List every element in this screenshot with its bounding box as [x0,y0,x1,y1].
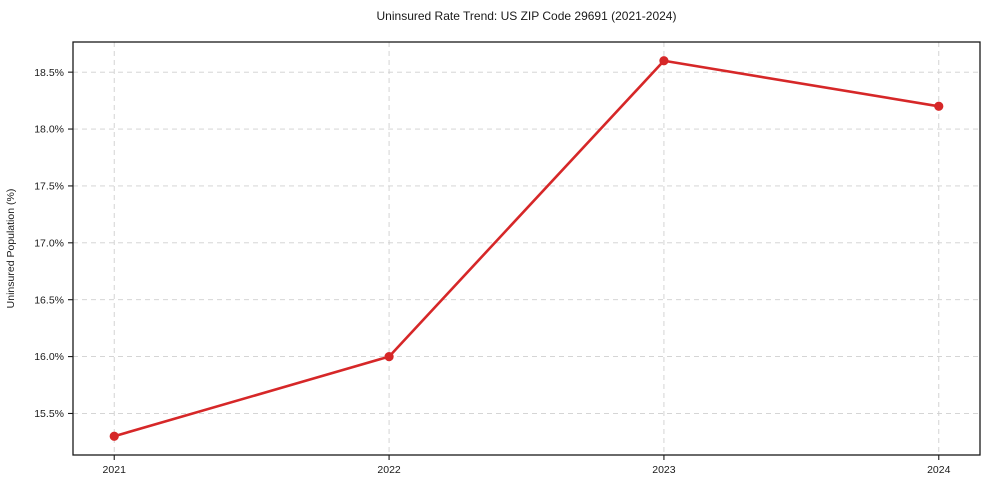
y-tick-label: 17.5% [34,181,64,193]
data-line [112,59,941,438]
data-point [109,431,119,441]
y-tick-label: 16.5% [34,294,64,306]
x-tick-label: 2024 [927,464,951,476]
y-axis-label: Uninsured Population (%) [5,189,17,309]
y-tick-label: 15.5% [34,408,64,420]
x-tick-label: 2023 [652,464,676,476]
data-point [934,101,944,111]
y-tick-label: 17.0% [34,237,64,249]
y-tick-label: 16.0% [34,351,64,363]
data-point [384,351,394,362]
y-tick-label: 18.0% [34,124,64,136]
data-point [659,56,669,66]
x-tick-label: 2021 [103,464,127,476]
plot-border [72,41,981,456]
chart-title: Uninsured Rate Trend: US ZIP Code 29691 … [377,9,677,23]
y-tick-label: 18.5% [34,67,64,79]
x-tick-label: 2022 [377,464,401,476]
